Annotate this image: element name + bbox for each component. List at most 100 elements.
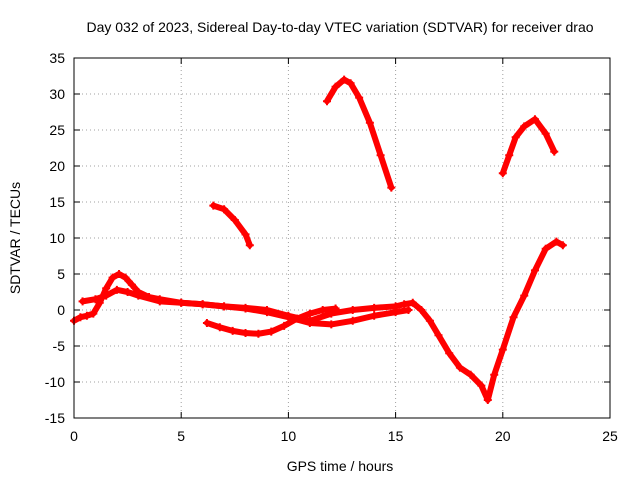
data-point [509,313,518,322]
data-point [477,381,486,390]
data-point [466,370,475,379]
data-point [305,309,314,318]
series-layer [70,75,567,404]
x-tick-label: 20 [495,428,511,444]
data-point [391,308,400,317]
x-tick-label: 10 [281,428,297,444]
y-tick-label: -15 [45,410,65,426]
y-tick-label: 15 [49,194,65,210]
x-tick-label: 25 [602,428,618,444]
data-point [267,327,276,336]
data-point [445,349,454,358]
data-point [115,270,124,278]
data-point [408,298,417,307]
data-point [498,345,507,354]
data-point [155,297,164,306]
data-point [209,201,218,210]
data-point [76,313,85,322]
y-tick-label: 35 [49,50,65,66]
data-point [370,303,379,312]
data-point [318,306,327,314]
data-point [220,302,229,311]
data-point [220,205,229,214]
data-point [215,323,224,332]
data-point [202,318,211,327]
x-tick-label: 0 [70,428,78,444]
data-point [483,396,492,404]
data-point [348,316,357,325]
data-point [387,183,396,192]
data-point [78,297,87,306]
data-point [331,304,340,313]
data-point [254,329,263,338]
data-point [490,370,499,379]
data-point [177,298,186,307]
data-point [404,306,413,314]
data-point [102,284,111,293]
data-point [102,291,111,300]
data-point [552,237,561,246]
chart-title: Day 032 of 2023, Sidereal Day-to-day VTE… [86,19,593,35]
data-point [434,331,443,340]
data-point [322,97,331,106]
y-tick-label: -10 [45,374,65,390]
data-point [511,133,520,142]
x-axis-label: GPS time / hours [287,458,394,474]
series-arc-b [323,76,395,191]
data-point [376,151,385,160]
data-point [530,266,539,275]
x-tick-label: 5 [177,428,185,444]
y-tick-label: 20 [49,158,65,174]
data-point [305,318,314,327]
data-point [280,321,289,330]
data-point [108,273,117,282]
data-point [400,300,409,309]
data-point [346,79,355,88]
data-point [541,244,550,253]
data-point [541,129,550,138]
data-point [134,291,143,300]
data-point [370,311,379,320]
data-point [241,230,250,239]
y-tick-label: 0 [57,302,65,318]
data-point [331,82,340,91]
y-tick-label: 25 [49,122,65,138]
data-point [228,326,237,335]
data-point [558,241,567,250]
data-point [89,309,98,318]
data-point [241,329,250,338]
data-point [241,304,250,313]
y-tick-label: -5 [53,338,66,354]
data-point [91,295,100,304]
y-tick-label: 5 [57,266,65,282]
data-point [82,311,91,320]
data-point [505,151,514,160]
data-point [230,216,239,224]
data-point [262,308,271,317]
data-point [520,291,529,300]
data-point [355,93,364,102]
data-point [292,314,301,323]
data-point [550,147,559,156]
data-point [425,316,434,325]
data-point [284,313,293,322]
data-point [112,285,121,294]
data-point [520,122,529,131]
x-tick-label: 15 [388,428,404,444]
data-point [123,288,132,296]
data-point [340,75,349,84]
data-point [245,241,254,250]
data-point [530,115,539,124]
data-point [198,300,207,309]
data-point [127,280,136,289]
data-point [417,306,426,314]
ticks: 0 5 10 15 20 25 -15 -10 -5 0 5 10 15 20 25 30 35 [45,50,618,444]
y-tick-label: 30 [49,86,65,102]
data-point [348,306,357,314]
y-tick-label: 10 [49,230,65,246]
data-point [498,169,507,178]
data-point [365,118,374,127]
data-point [327,320,336,329]
